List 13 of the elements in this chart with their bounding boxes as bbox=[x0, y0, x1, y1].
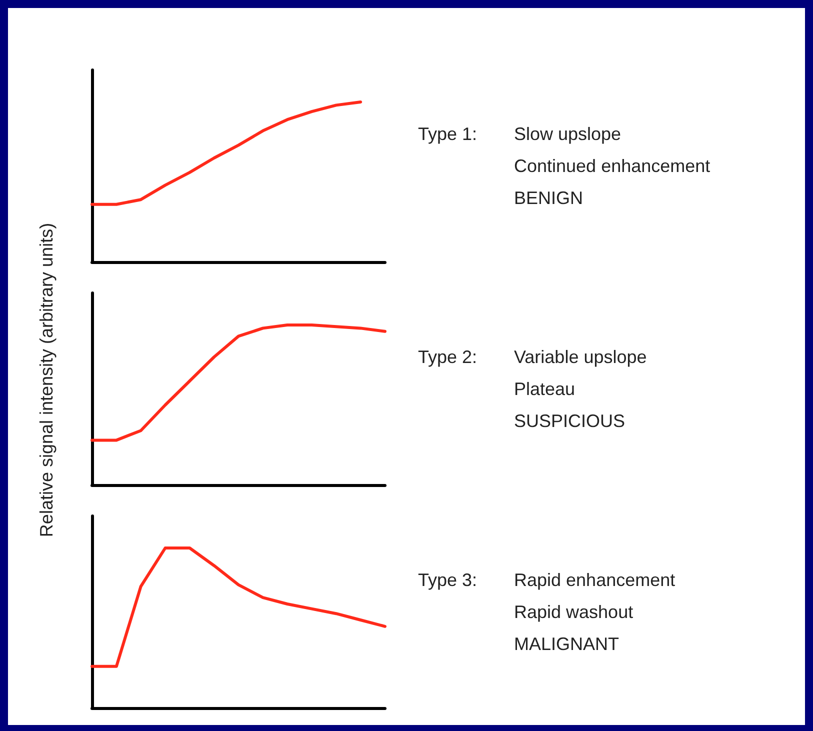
text: Type 1: bbox=[418, 123, 478, 146]
text: Type 3: bbox=[418, 569, 478, 592]
text: SUSPICIOUS bbox=[514, 410, 626, 433]
text: Rapid enhancement bbox=[514, 569, 676, 592]
text: Rapid washout bbox=[514, 601, 634, 624]
text: BENIGN bbox=[514, 187, 584, 210]
text: Slow upslope bbox=[514, 123, 622, 146]
text: Type 2: bbox=[418, 346, 478, 369]
text: Plateau bbox=[514, 378, 576, 401]
text: MALIGNANT bbox=[514, 633, 620, 656]
text: Variable upslope bbox=[514, 346, 647, 369]
text: Continued enhancement bbox=[514, 155, 710, 178]
y-axis-title: Relative signal intensity (arbitrary units) bbox=[36, 222, 58, 538]
